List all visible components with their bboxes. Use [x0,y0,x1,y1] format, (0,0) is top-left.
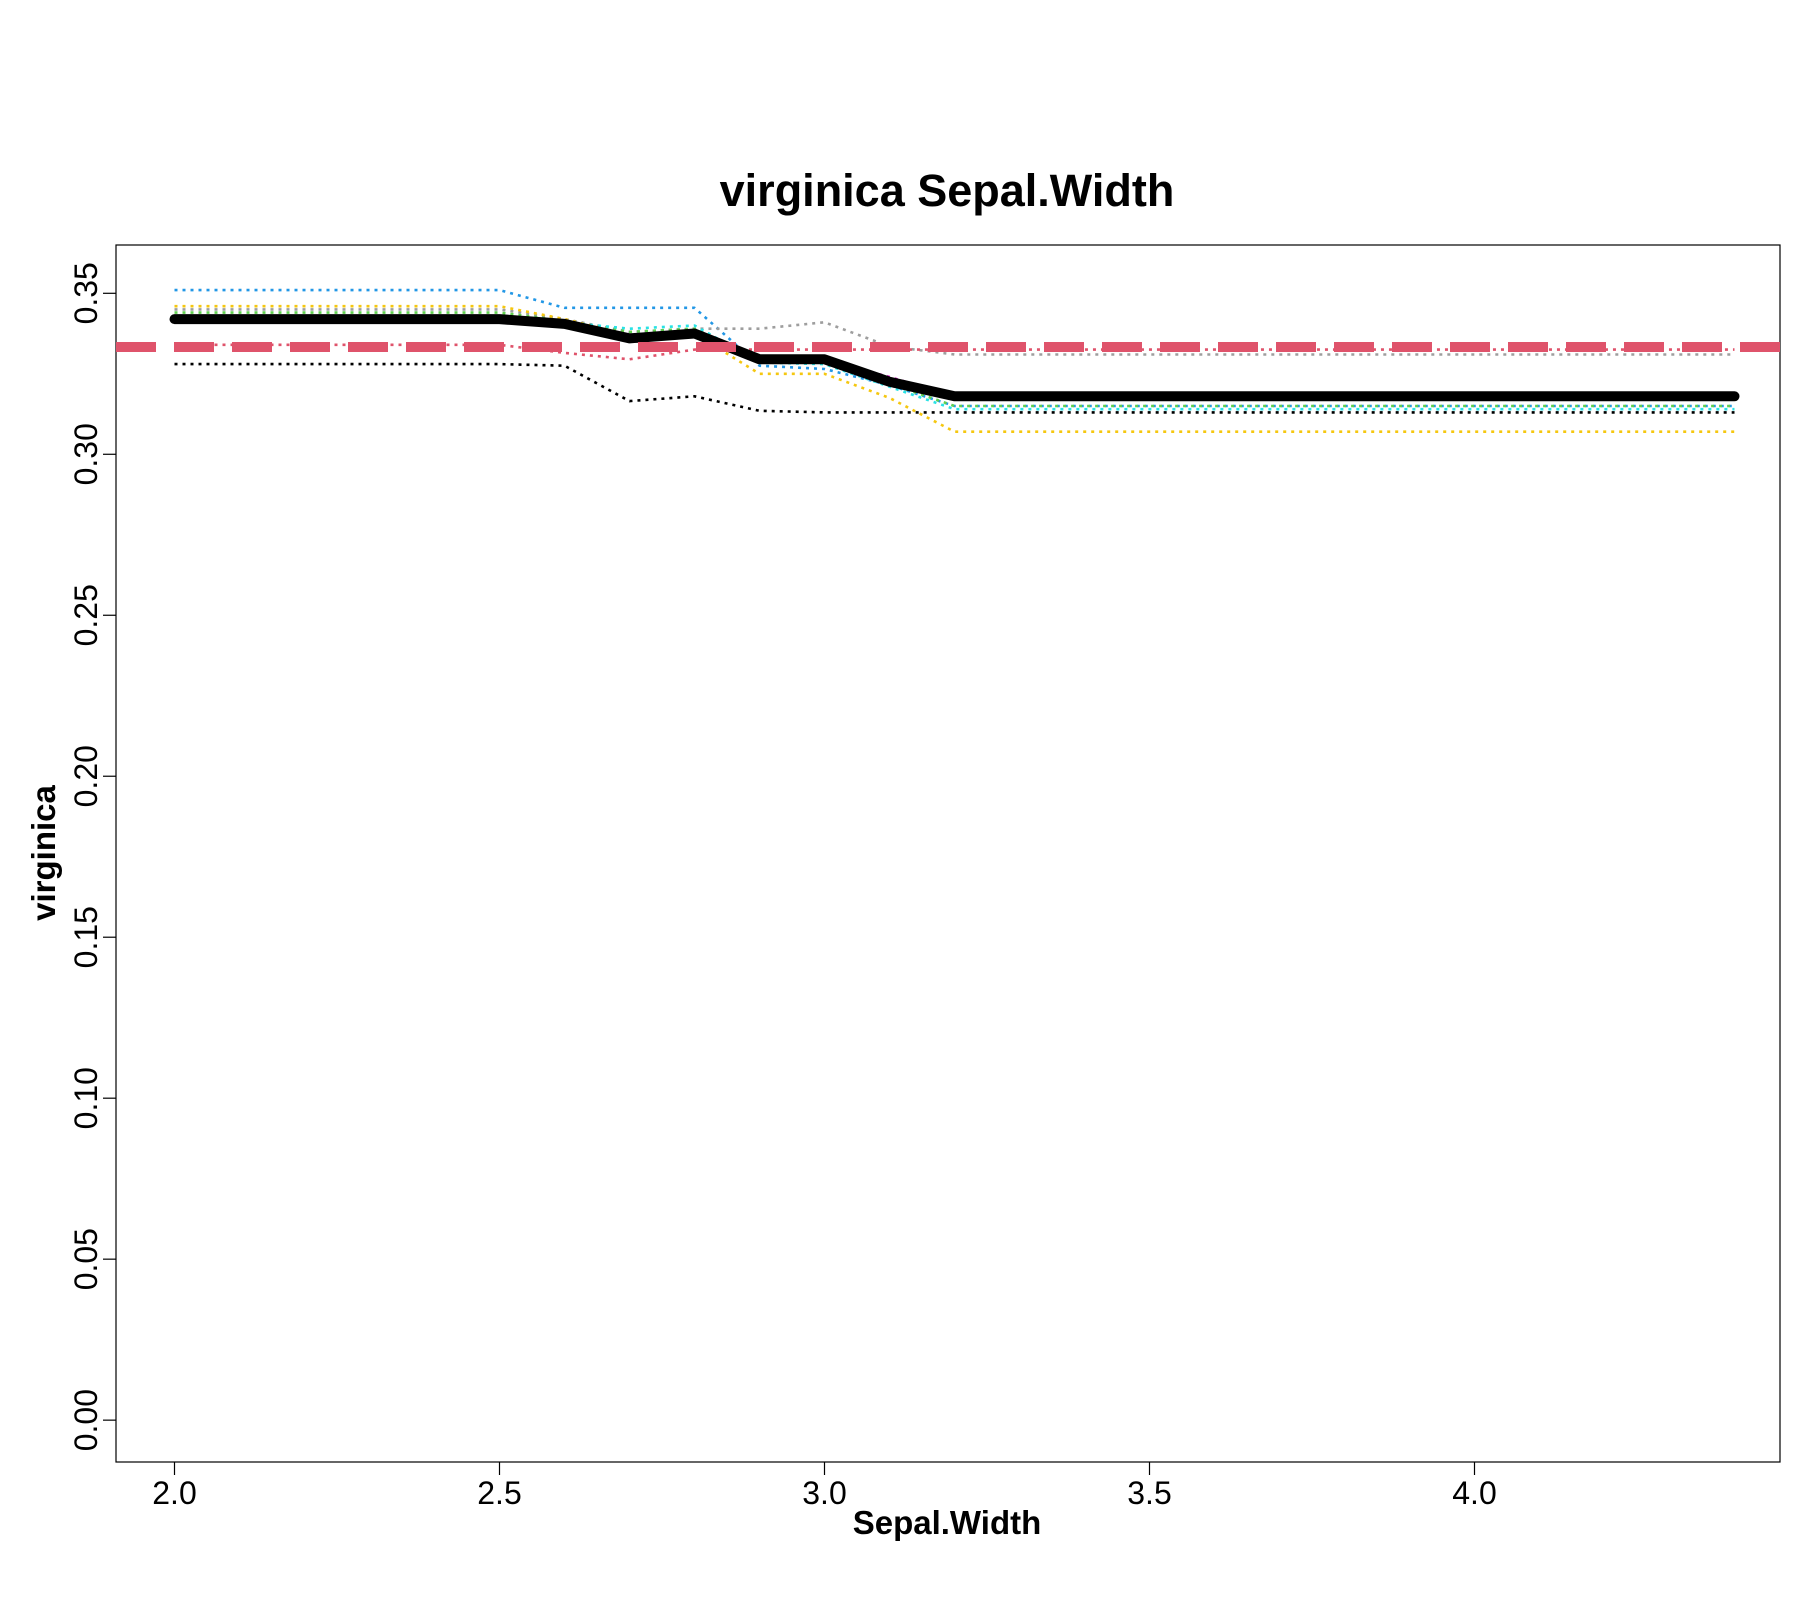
y-tick-label: 0.05 [68,1228,104,1290]
series-layer [116,288,1780,434]
x-tick-label: 2.5 [477,1475,521,1511]
y-tick-label: 0.10 [68,1067,104,1129]
series-line [174,308,1735,356]
x-tick-label: 4.0 [1452,1475,1496,1511]
y-tick-label: 0.15 [68,906,104,968]
y-axis-label: virginica [25,784,62,920]
x-axis-label: Sepal.Width [853,1504,1042,1541]
plot-frame [115,244,1781,1463]
x-tick-label: 3.0 [802,1475,846,1511]
series-line [174,304,1735,434]
y-tick-label: 0.20 [68,745,104,807]
series-line [174,311,1735,408]
x-axis: 2.0 2.5 3.0 3.5 4.0 [152,1462,1497,1511]
series-line [174,317,1735,398]
y-tick-label: 0.25 [68,584,104,646]
y-axis: 0.00 0.05 0.10 0.15 0.20 0.25 0.30 0.35 [68,262,116,1451]
y-tick-label: 0.30 [68,423,104,485]
mean-series-line [169,314,1740,402]
series-line [174,362,1735,414]
chart-title: virginica Sepal.Width [720,165,1175,216]
x-tick-label: 3.5 [1127,1475,1171,1511]
y-tick-label: 0.35 [68,262,104,324]
y-tick-label: 0.00 [68,1389,104,1451]
x-tick-label: 2.0 [152,1475,196,1511]
